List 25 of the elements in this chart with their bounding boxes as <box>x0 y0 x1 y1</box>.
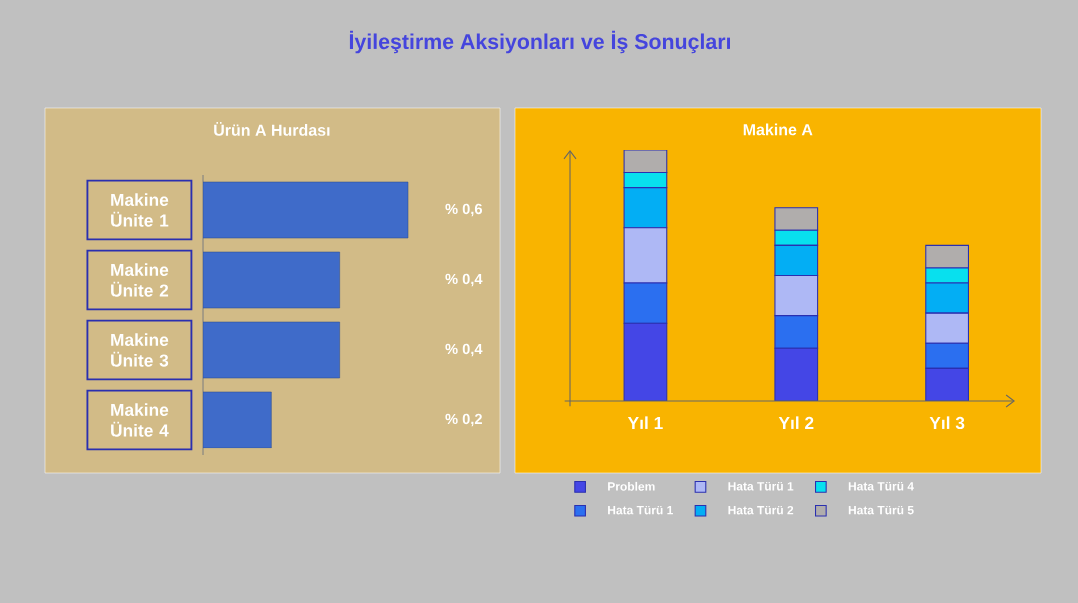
data-label: % 0,4 <box>445 273 483 287</box>
x-tick-label: Yıl 3 <box>929 416 965 430</box>
y-tick-label: Makine Ünite 3 <box>111 333 169 367</box>
bar <box>774 207 819 231</box>
data-label: % 0,2 <box>445 413 482 427</box>
y-tick-label: Makine Ünite 2 <box>111 263 169 297</box>
bar <box>774 347 819 401</box>
y-tick-label: Makine Ünite 4 <box>111 403 169 437</box>
x-tick-label: Yıl 1 <box>627 416 663 429</box>
legend-label: Hata Türü 1 <box>608 505 673 515</box>
chart-title: Makine A <box>743 123 813 136</box>
legend-label: Hata Türü 1 <box>728 482 794 491</box>
legend-label: Problem <box>608 481 655 491</box>
legend-label: Hata Türü 5 <box>848 505 914 515</box>
chart-title: Ürün A Hurdası <box>214 122 330 136</box>
x-tick-label: Yıl 2 <box>778 416 814 429</box>
text: İyileştirme Aksiyonları ve İş Sonuçları <box>349 30 730 54</box>
legend-label: Hata Türü 2 <box>728 505 794 515</box>
legend-label: Hata Türü 4 <box>848 482 914 491</box>
data-label: % 0,6 <box>445 203 483 217</box>
bar <box>925 367 969 401</box>
y-tick-label: Makine Ünite 1 <box>111 193 169 227</box>
bar <box>623 322 668 401</box>
bar <box>925 244 969 269</box>
data-label: % 0,4 <box>445 343 483 357</box>
